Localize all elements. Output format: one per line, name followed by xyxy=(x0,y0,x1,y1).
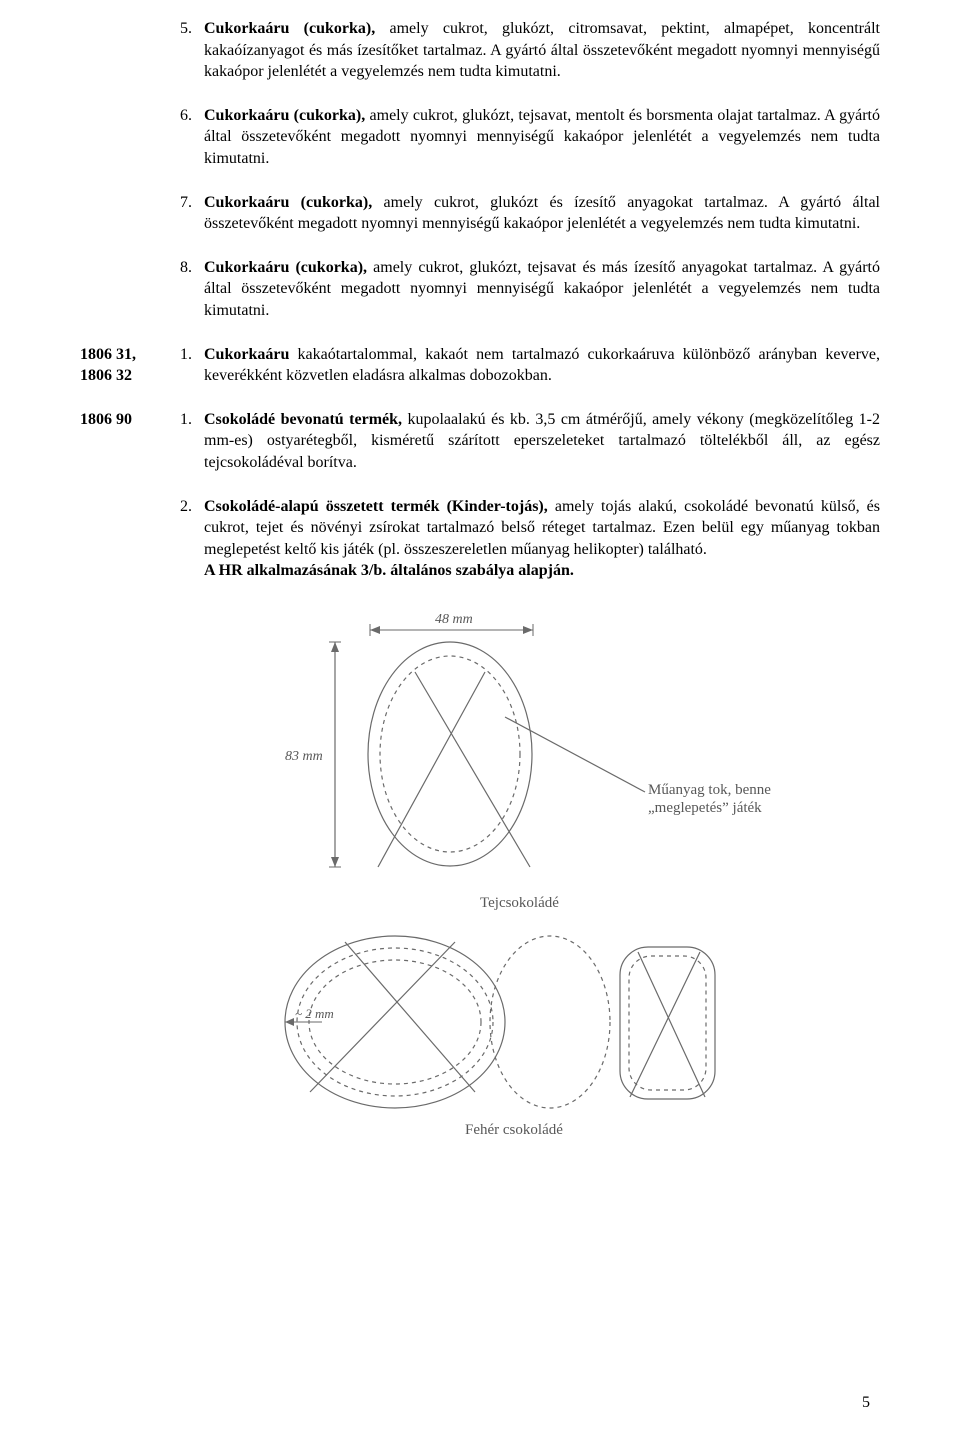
coded-row: 2. Csokoládé-alapú összetett termék (Kin… xyxy=(80,496,880,582)
list-number: 8. xyxy=(180,257,204,322)
list-text: Cukorkaáru (cukorka), amely cukrot, gluk… xyxy=(204,18,880,83)
list-tail: A HR alkalmazásának 3/b. általános szabá… xyxy=(204,562,574,579)
diagram-thickness: ~ 2 mm xyxy=(295,1006,334,1021)
list-text: Cukorkaáru (cukorka), amely cukrot, gluk… xyxy=(204,192,880,235)
list-number: 1. xyxy=(180,409,204,474)
list-bold: Cukorkaáru (cukorka), xyxy=(204,107,365,124)
list-number: 2. xyxy=(180,496,204,582)
hs-code: 1806 31, xyxy=(80,344,180,366)
coded-row-body: 2. Csokoládé-alapú összetett termék (Kin… xyxy=(180,496,880,582)
diagram-annot-whitechoc: Fehér csokoládé xyxy=(465,1122,563,1138)
list-number: 6. xyxy=(180,105,204,170)
coded-row: 1806 31, 1806 32 1. Cukorkaáru kakaótart… xyxy=(80,344,880,387)
list-number: 1. xyxy=(180,344,204,387)
page: 5. Cukorkaáru (cukorka), amely cukrot, g… xyxy=(0,0,960,1432)
list-item: 6. Cukorkaáru (cukorka), amely cukrot, g… xyxy=(180,105,880,170)
kinder-egg-diagram: 48 mm 83 mm Műanyag tok, benne „meglepet… xyxy=(250,612,880,1147)
list-bold: Cukorkaáru (cukorka), xyxy=(204,20,375,37)
list-bold: Cukorkaáru (cukorka), xyxy=(204,194,372,211)
diagram-label-height: 83 mm xyxy=(285,749,323,764)
list-text: Cukorkaáru (cukorka), amely cukrot, gluk… xyxy=(204,257,880,322)
list-item: 8. Cukorkaáru (cukorka), amely cukrot, g… xyxy=(180,257,880,322)
diagram-annot-plastic-1: Műanyag tok, benne xyxy=(648,782,771,798)
list-text: Cukorkaáru kakaótartalommal, kakaót nem … xyxy=(204,344,880,387)
list-number: 7. xyxy=(180,192,204,235)
list-text: Csokoládé bevonatú termék, kupolaalakú é… xyxy=(204,409,880,474)
list-bold: Csokoládé-alapú összetett termék (Kinder… xyxy=(204,498,548,515)
page-number: 5 xyxy=(862,1394,870,1412)
diagram-label-width: 48 mm xyxy=(435,612,473,627)
hs-codes: 1806 31, 1806 32 xyxy=(80,344,180,387)
list-number: 5. xyxy=(180,18,204,83)
hs-codes xyxy=(80,496,180,582)
hs-codes: 1806 90 xyxy=(80,409,180,474)
list-text: Cukorkaáru (cukorka), amely cukrot, gluk… xyxy=(204,105,880,170)
coded-row: 1806 90 1. Csokoládé bevonatú termék, ku… xyxy=(80,409,880,474)
list-bold: Cukorkaáru (cukorka), xyxy=(204,259,367,276)
numbered-list: 5. Cukorkaáru (cukorka), amely cukrot, g… xyxy=(180,18,880,322)
list-bold: Cukorkaáru xyxy=(204,346,289,363)
list-item: 5. Cukorkaáru (cukorka), amely cukrot, g… xyxy=(180,18,880,83)
list-bold: Csokoládé bevonatú termék, xyxy=(204,411,402,428)
list-text: Csokoládé-alapú összetett termék (Kinder… xyxy=(204,496,880,582)
list-rest: kakaótartalommal, kakaót nem tartalmazó … xyxy=(204,346,880,385)
diagram-annot-milkchoc: Tejcsokoládé xyxy=(480,895,559,911)
diagram-annot-plastic-2: „meglepetés” játék xyxy=(648,800,762,816)
list-item: 7. Cukorkaáru (cukorka), amely cukrot, g… xyxy=(180,192,880,235)
coded-row-body: 1. Csokoládé bevonatú termék, kupolaalak… xyxy=(180,409,880,474)
hs-code: 1806 32 xyxy=(80,365,180,387)
hs-code: 1806 90 xyxy=(80,409,180,431)
coded-row-body: 1. Cukorkaáru kakaótartalommal, kakaót n… xyxy=(180,344,880,387)
